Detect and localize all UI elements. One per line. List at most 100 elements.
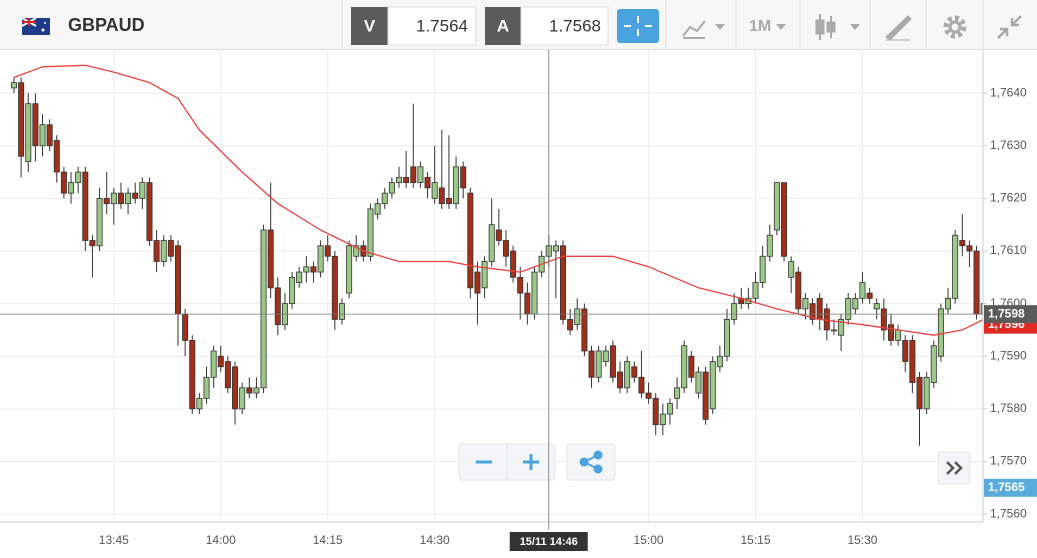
candle-body [353,245,360,257]
x-tick-label: 14:00 [206,533,236,547]
crosshair-button[interactable] [617,9,659,43]
candle-body [346,245,353,294]
candle-body [317,245,324,273]
candle-body [531,271,538,315]
y-tick-label: 1,7590 [990,348,1027,362]
candle-body [174,245,181,315]
crosshair-price-label: 1,7598 [988,306,1025,320]
ask-price: 1.7568 [549,16,601,35]
candle-body [182,313,189,341]
candle-body [574,308,581,326]
candle-body [510,250,517,278]
x-tick-label: 14:30 [420,533,450,547]
candle-body [310,266,317,273]
crosshair-price-box [984,305,1037,324]
candle-body [481,261,488,289]
candle-body [681,345,688,389]
candle-body [659,413,666,426]
candle-body [89,240,96,247]
candle-body [367,208,374,257]
timeframe[interactable]: 1M [749,18,771,35]
candle-body [296,271,303,283]
candle-body [581,308,588,352]
candle-body [217,355,224,368]
y-tick-label: 1,7580 [990,401,1027,415]
candle-body [852,297,859,310]
candle-body [517,276,524,294]
share-icon [579,450,603,474]
candle-body [331,255,338,320]
dropdown-icon [776,24,786,30]
candle-body [203,376,210,399]
candle-body [666,403,673,415]
chart-type-icon[interactable] [682,20,706,39]
candle-body [453,166,460,205]
candle-body [388,182,395,194]
candle-body [110,192,117,205]
candle-body [132,192,139,199]
alert-price-label: 1,7565 [988,480,1025,494]
candle-body [731,303,738,320]
candle-body [417,166,424,184]
candle-body [488,224,495,262]
candle-body [467,192,474,289]
candle-body [880,308,887,331]
candle-body [274,287,281,326]
candle-body [773,182,780,231]
candle-body [895,329,902,341]
candle-body [567,319,574,331]
candle-body [788,261,795,278]
draw-icon[interactable] [885,15,912,41]
candle-body [802,297,809,310]
x-tick-label: 15:15 [741,533,771,547]
candle-body [652,397,659,426]
candle-body [795,271,802,310]
candle-body [688,355,695,378]
crosshair-icon [624,16,652,36]
candle-body [595,350,602,378]
candle-body [117,192,124,205]
candle-body [809,303,816,320]
candle-body [845,297,852,320]
share-button[interactable] [566,443,616,481]
dropdown-icon [715,24,725,30]
candle-body [460,166,467,189]
candle-body [239,387,246,410]
candle-icon[interactable] [815,14,836,40]
candle-body [909,340,916,383]
candle-body [916,376,923,410]
zoom-in[interactable] [523,454,539,470]
settings-icon[interactable] [943,15,967,39]
candle-body [210,350,217,378]
candle-body [224,361,231,389]
candle-body [887,324,894,341]
collapse-icon[interactable] [997,15,1022,39]
candle-body [381,192,388,205]
candle-body [474,271,481,294]
candle-body [153,240,160,262]
candle-body [902,340,909,362]
candle-body [403,176,410,184]
candle-body [289,276,296,305]
candle-body [816,297,823,320]
ask-button[interactable] [485,7,521,45]
candle-body [552,245,559,252]
candle-body [973,250,980,315]
toolbar: GBPAUD V 1.7564 A 1.7568 1M [0,0,1037,50]
x-tick-label: 15:30 [847,533,877,547]
bid-button[interactable] [351,7,388,45]
candle-body [945,297,952,310]
candle-body [502,240,509,257]
crosshair-time-box [509,532,588,551]
candle-body [638,376,645,394]
x-tick-label: 13:45 [99,533,129,547]
candle-body [60,171,67,194]
candle-body [830,329,837,332]
candle-body [82,171,89,241]
candle-body [25,103,32,162]
candle-body [980,303,983,315]
candle-body [702,371,709,420]
candle-body [125,192,132,205]
moving-average [13,64,983,336]
